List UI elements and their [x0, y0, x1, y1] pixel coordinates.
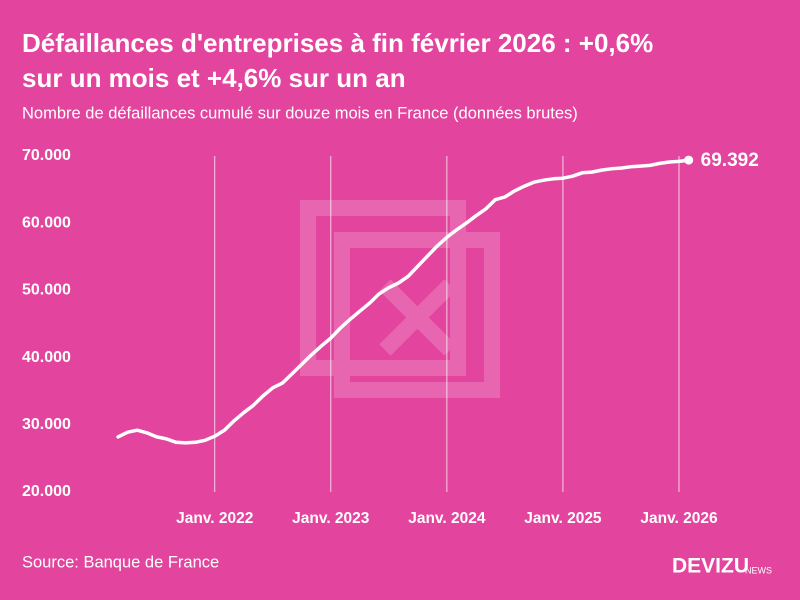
x-tick-label: Janv. 2025 [524, 510, 602, 527]
watermark [300, 200, 500, 398]
value-label: 69.392 [701, 150, 759, 171]
brand: DEVIZU [672, 555, 749, 578]
y-tick-label: 70.000 [22, 147, 71, 164]
x-tick-label: Janv. 2023 [292, 510, 370, 527]
y-tick-label: 20.000 [22, 483, 71, 500]
chart-title: sur un mois et +4,6% sur un an [22, 63, 406, 93]
brand-suffix: NEWS [745, 565, 772, 575]
y-tick-label: 60.000 [22, 214, 71, 231]
chart-title: Défaillances d'entreprises à fin février… [22, 28, 653, 58]
y-tick-label: 40.000 [22, 349, 71, 366]
line [116, 158, 691, 445]
chart-subtitle: Nombre de défaillances cumulé sur douze … [22, 104, 578, 122]
x-tick-label: Janv. 2026 [640, 510, 718, 527]
y-tick-label: 50.000 [22, 282, 71, 299]
y-tick-label: 30.000 [22, 416, 71, 433]
x-tick-label: Janv. 2024 [408, 510, 486, 527]
x-tick-label: Janv. 2022 [176, 510, 253, 527]
end-point [684, 155, 694, 165]
source: Source: Banque de France [22, 553, 219, 571]
